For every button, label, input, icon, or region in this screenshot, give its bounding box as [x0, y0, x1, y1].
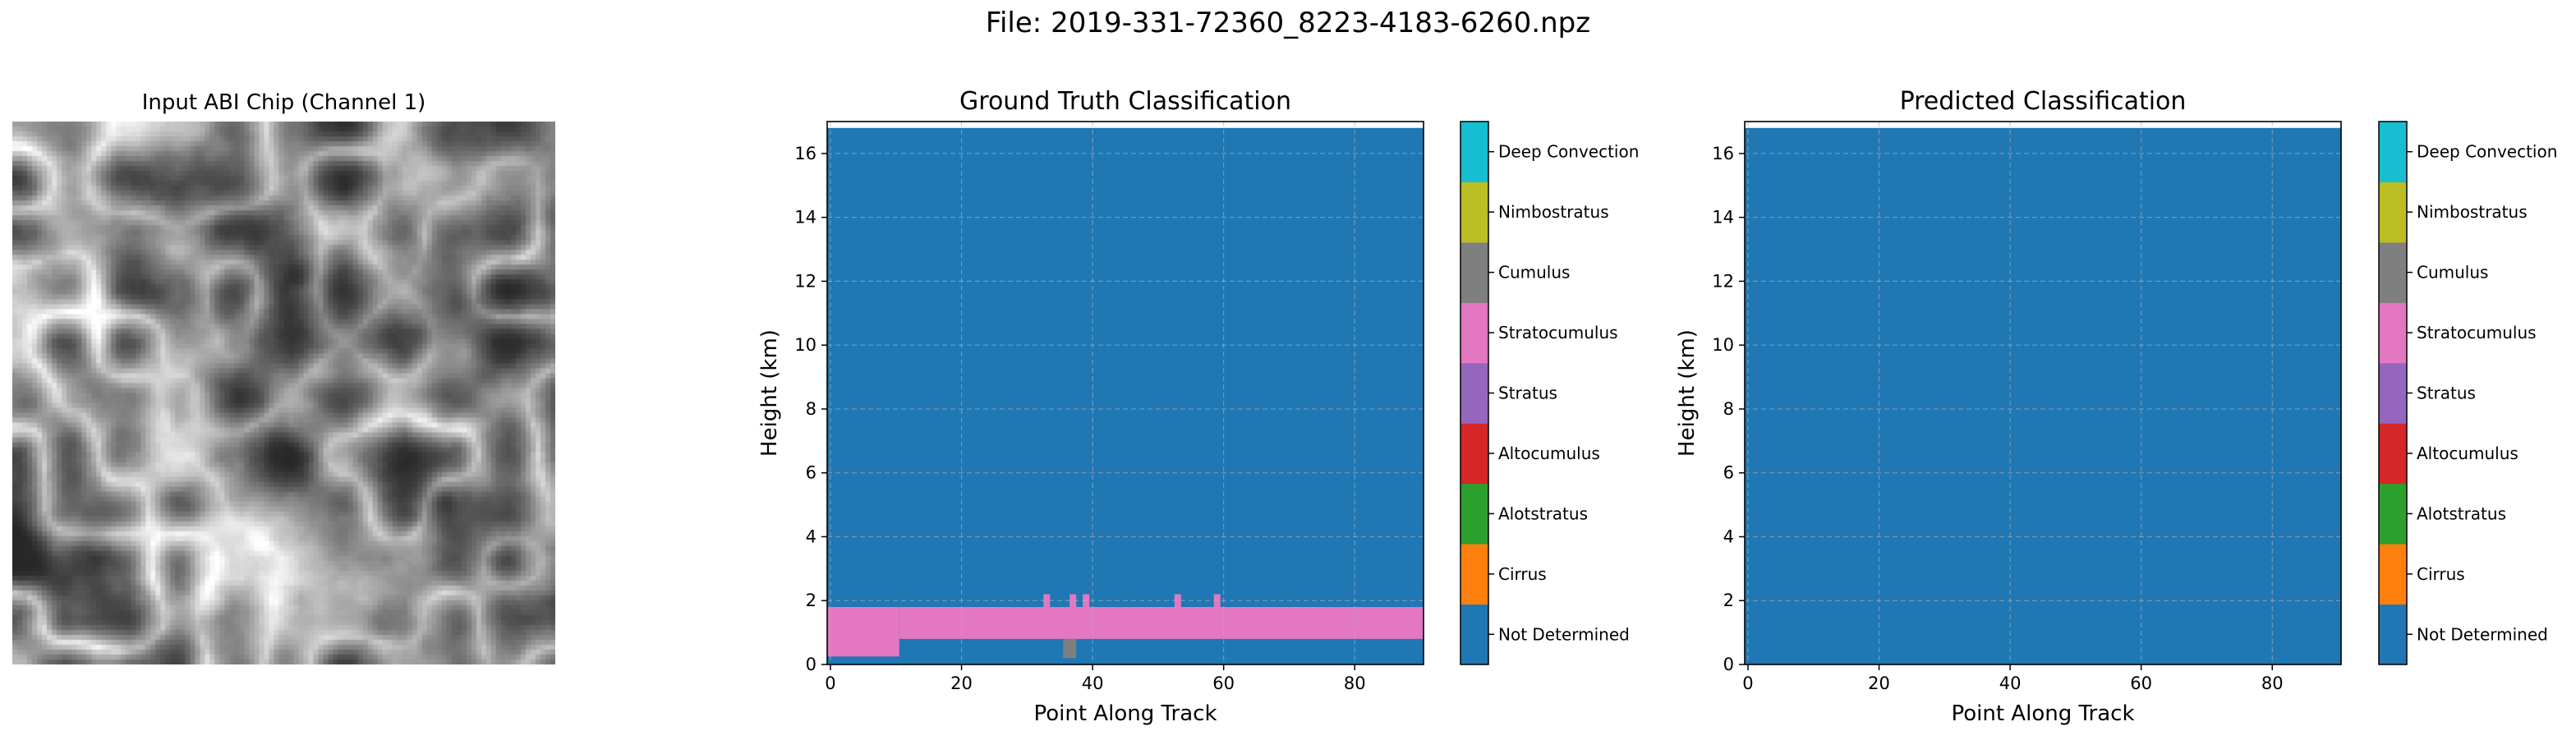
pred-ytick-label: 6: [1723, 463, 1734, 483]
pred-ytick-label: 0: [1723, 655, 1734, 674]
gt-heatmap-cell-stratocumulus: [827, 607, 899, 657]
pred-colorbar-segment: [2379, 302, 2407, 364]
gt-ylabel: Height (km): [757, 329, 782, 457]
pred-xtick-label: 0: [1742, 674, 1753, 693]
pred-colorbar-segment: [2379, 483, 2407, 545]
gt-colorbar-label: Altocumulus: [1498, 444, 1600, 463]
gt-ytick-label: 10: [794, 335, 816, 355]
pred-colorbar-label: Deep Convection: [2417, 142, 2557, 162]
gt-xtick-label: 0: [825, 674, 835, 693]
gt-colorbar-label: Alotstratus: [1498, 503, 1588, 523]
gt-heatmap-cell-stratocumulus: [1070, 594, 1077, 608]
gt-xlabel: Point Along Track: [1033, 701, 1217, 726]
pred-ytick-label: 14: [1712, 208, 1734, 228]
pred-ytick-label: 16: [1712, 144, 1734, 163]
gt-colorbar-segment: [1460, 182, 1488, 243]
gt-ytick-label: 16: [794, 144, 816, 163]
pred-colorbar-segment: [2379, 544, 2407, 605]
gt-heatmap-background: [827, 127, 1424, 664]
gt-colorbar-label: Stratus: [1498, 384, 1557, 403]
gt-heatmap-cell-stratocumulus: [1174, 594, 1181, 608]
gt-colorbar-segment: [1460, 483, 1488, 545]
pred-ytick-label: 2: [1723, 591, 1734, 610]
gt-heatmap-cell-stratocumulus: [899, 607, 1424, 639]
gt-colorbar-segment: [1460, 362, 1488, 424]
gt-ytick-label: 14: [794, 208, 816, 228]
gt-ytick-label: 6: [806, 463, 816, 483]
pred-colorbar-label: Cirrus: [2417, 564, 2465, 584]
pred-heatmap-background: [1745, 127, 2341, 664]
gt-colorbar-label: Cirrus: [1498, 564, 1547, 584]
pred-xtick-label: 80: [2261, 674, 2284, 693]
gt-xtick-label: 60: [1212, 674, 1235, 693]
pred-colorbar-segment: [2379, 241, 2407, 303]
pred-colorbar-label: Nimbostratus: [2417, 202, 2528, 222]
pred-axes-frame: [1744, 121, 2342, 665]
gt-heatmap-cell-stratocumulus: [1043, 594, 1051, 608]
pred-ytick-label: 4: [1723, 526, 1734, 546]
pred-ylabel: Height (km): [1675, 329, 1700, 457]
pred-ytick-label: 10: [1712, 335, 1734, 355]
gt-colorbar-segment: [1460, 423, 1488, 485]
pred-colorbar-label: Cumulus: [2417, 263, 2488, 283]
pred-xtick-label: 40: [1999, 674, 2022, 693]
gt-ytick-label: 4: [806, 526, 816, 546]
gt-colorbar-segment: [1460, 302, 1488, 364]
gt-colorbar-segment: [1460, 604, 1488, 665]
pred-ytick-label: 12: [1712, 271, 1734, 291]
pred-xtick-label: 60: [2130, 674, 2152, 693]
gt-xtick-label: 40: [1082, 674, 1104, 693]
gt-colorbar-label: Cumulus: [1498, 263, 1570, 283]
pred-colorbar-label: Altocumulus: [2417, 444, 2518, 463]
pred-colorbar-segment: [2379, 182, 2407, 243]
pred-colorbar-segment: [2379, 423, 2407, 485]
gt-colorbar-label: Not Determined: [1498, 624, 1630, 644]
gt-ytick-label: 0: [806, 655, 816, 674]
gt-axes-frame: [826, 121, 1424, 665]
gt-colorbar-label: Deep Convection: [1498, 142, 1639, 162]
gt-colorbar-segment: [1460, 544, 1488, 605]
ground-truth-title: Ground Truth Classification: [959, 87, 1291, 116]
pred-colorbar-label: Not Determined: [2417, 624, 2548, 644]
pred-colorbar-frame: [2378, 121, 2408, 665]
abi-chip-image: [12, 122, 555, 664]
gt-colorbar-segment: [1460, 122, 1488, 182]
pred-colorbar-segment: [2379, 362, 2407, 424]
pred-colorbar-label: Alotstratus: [2417, 503, 2506, 523]
pred-colorbar-label: Stratus: [2417, 384, 2476, 403]
pred-colorbar-segment: [2379, 604, 2407, 665]
pred-xlabel: Point Along Track: [1951, 701, 2134, 726]
predicted-title: Predicted Classification: [1899, 87, 2187, 116]
pred-colorbar-segment: [2379, 122, 2407, 182]
gt-heatmap-cell-cumulus: [1063, 638, 1077, 659]
gt-colorbar-label: Nimbostratus: [1498, 202, 1609, 222]
gt-ytick-label: 12: [794, 271, 816, 291]
image-panel-title: Input ABI Chip (Channel 1): [141, 90, 426, 115]
figure-title: File: 2019-331-72360_8223-4183-6260.npz: [985, 7, 1591, 39]
gt-colorbar-frame: [1460, 121, 1489, 665]
gt-ytick-label: 2: [806, 591, 816, 610]
gt-colorbar-label: Stratocumulus: [1498, 323, 1618, 343]
pred-colorbar-label: Stratocumulus: [2417, 323, 2537, 343]
gt-xtick-label: 20: [950, 674, 973, 693]
pred-ytick-label: 8: [1723, 399, 1734, 419]
gt-colorbar-segment: [1460, 241, 1488, 303]
gt-ytick-label: 8: [806, 399, 816, 419]
pred-xtick-label: 20: [1868, 674, 1890, 693]
gt-xtick-label: 80: [1344, 674, 1366, 693]
